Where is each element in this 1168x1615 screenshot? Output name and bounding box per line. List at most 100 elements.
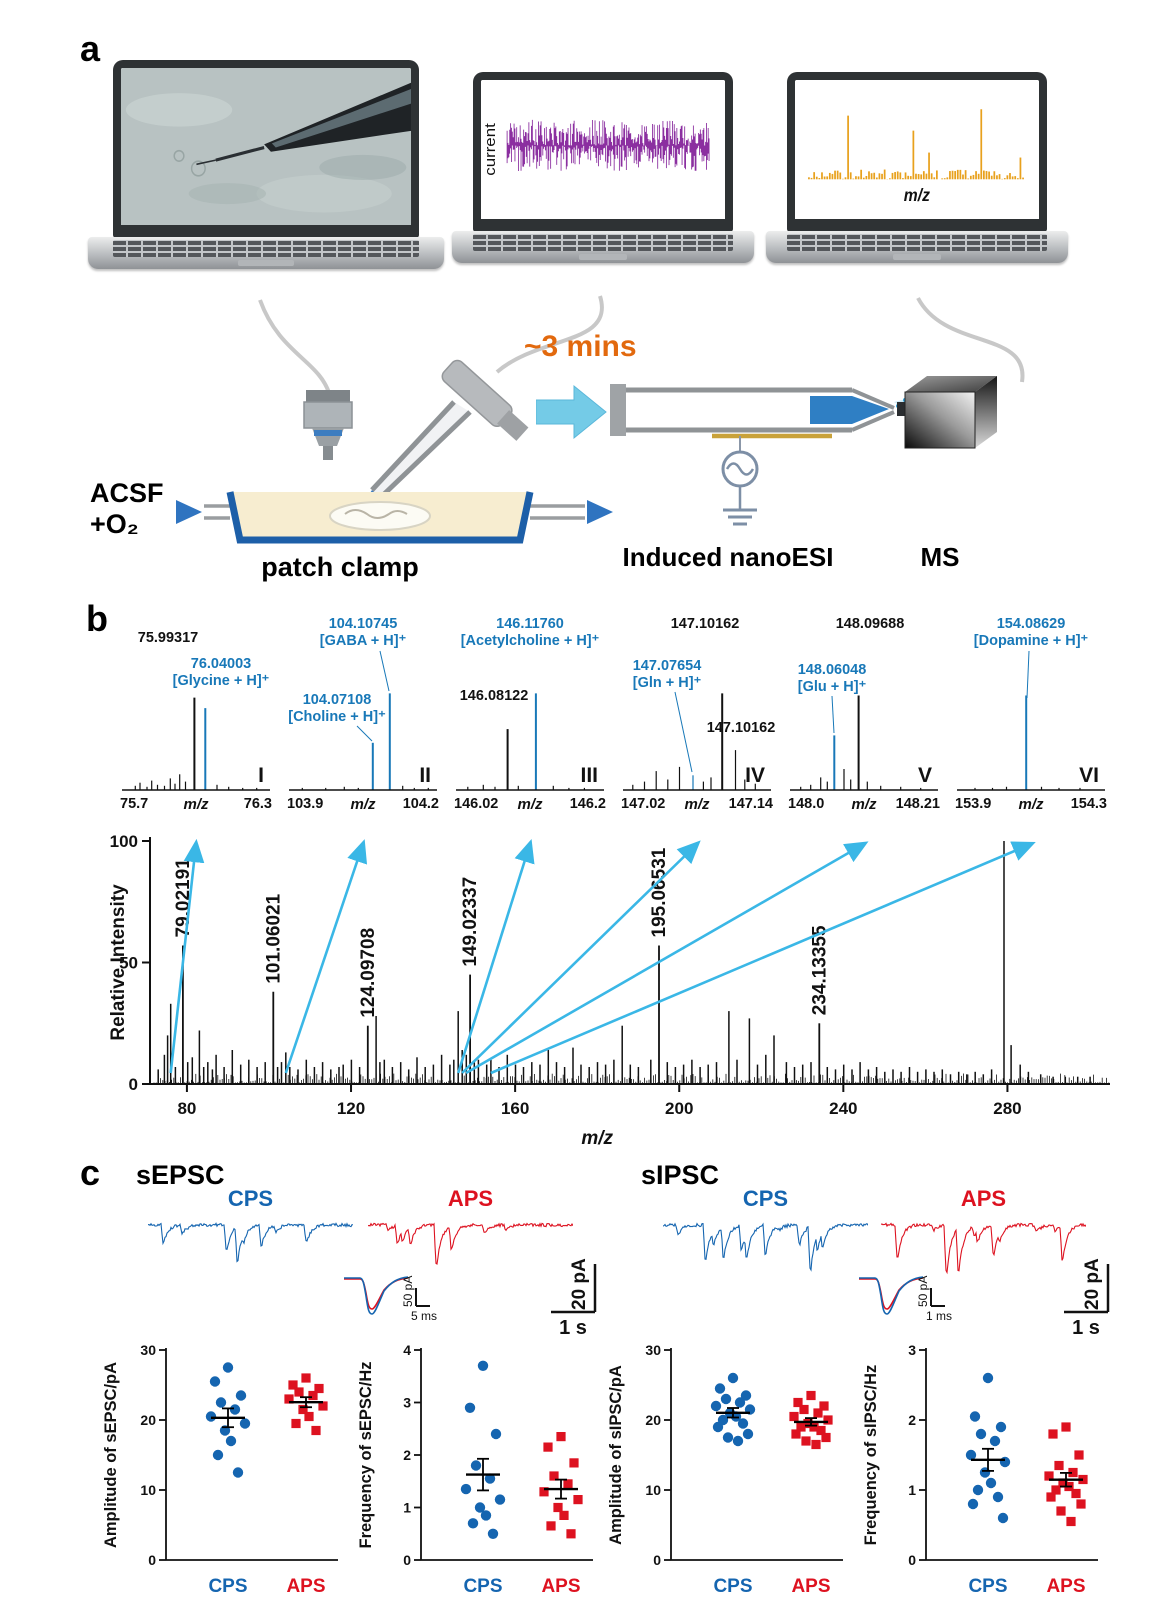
x-tick-label: 200 (665, 1099, 693, 1118)
data-point (222, 1362, 234, 1373)
data-point (1076, 1499, 1086, 1509)
capillary-liquid (810, 396, 889, 424)
acsf-line1: ACSF (90, 478, 164, 508)
outflow-arrow-icon (587, 500, 613, 524)
data-point (484, 1473, 496, 1484)
y-axis-label: Relative Intensity (108, 884, 129, 1041)
data-point (494, 1494, 506, 1505)
data-point (1044, 1471, 1054, 1481)
data-point (1061, 1422, 1071, 1432)
data-point (1068, 1467, 1078, 1478)
objective-lens (303, 390, 353, 460)
inset-spectrum-IV: 147.10162 147.07654[Gln + H]⁺ 147.10162 147… (621, 616, 775, 813)
laptop-keyboard (473, 234, 733, 251)
patch-clamp-label: patch clamp (261, 552, 419, 582)
y-tick-label: 50 (119, 954, 138, 973)
data-point (212, 1449, 224, 1461)
peak-label: 101.06021 (263, 893, 284, 983)
data-point (995, 1421, 1007, 1433)
data-point (969, 1411, 981, 1422)
scale-50pa-label: 50 pA (916, 1276, 930, 1307)
patch-clamp-art (176, 359, 613, 544)
ms-label: MS (920, 542, 960, 572)
x-tick-label: 148.21 (896, 796, 940, 812)
pointer-line (379, 650, 390, 692)
data-point (1066, 1516, 1076, 1527)
x-axis-label: m/z (183, 796, 209, 813)
average-event-cps (859, 1276, 924, 1315)
y-tick-label: 20 (140, 1412, 156, 1428)
group-label: APS (1046, 1576, 1085, 1597)
data-point (553, 1502, 563, 1513)
inset-arrow (490, 841, 1036, 1075)
data-point (563, 1479, 573, 1489)
data-point (732, 1435, 744, 1447)
scale-20pa-label: 20 pA (1082, 1258, 1103, 1310)
cables-art (258, 295, 1025, 397)
data-point (801, 1436, 811, 1446)
data-point (1074, 1450, 1084, 1460)
y-tick-label: 3 (908, 1342, 916, 1358)
peak-label: 147.07654 (633, 658, 702, 674)
scatter-sepsc-frequency: 0 1 2 3 4 Frequency of sEPSC/Hz CPS APS (357, 1342, 593, 1597)
data-point (821, 1432, 831, 1443)
data-point (734, 1397, 746, 1408)
data-point (301, 1373, 311, 1383)
y-tick-label: 100 (110, 832, 138, 851)
data-point (232, 1467, 244, 1478)
average-event-aps (344, 1277, 409, 1310)
x-tick-label: 147.02 (621, 796, 665, 812)
data-point (737, 1418, 749, 1429)
data-point (1058, 1478, 1068, 1488)
peak-label: 146.11760 (496, 616, 564, 632)
data-point (816, 1425, 826, 1436)
ms-inlet (897, 402, 905, 416)
brain-slice (329, 501, 431, 531)
data-point (559, 1510, 569, 1520)
data-point (480, 1510, 492, 1521)
peak-label: 76.04003 (191, 656, 251, 672)
data-point (806, 1390, 816, 1401)
y-tick-label: 10 (645, 1482, 661, 1498)
inset-numeral: V (918, 764, 932, 787)
cable-1 (258, 299, 332, 397)
inset-spectrum-I: 75.99317 76.04003[Glycine + H]⁺ 75.7 76.3 m/… (120, 630, 272, 813)
peak-label: 154.08629 (997, 616, 1066, 632)
data-point (1054, 1460, 1064, 1471)
average-event-cps (344, 1276, 409, 1315)
inset-arrow (456, 839, 535, 1074)
y-tick-label: 0 (148, 1552, 156, 1568)
panel-a-label: a (80, 28, 101, 69)
panel-c-label: c (80, 1152, 101, 1193)
sepsc-cps-trace (148, 1222, 353, 1263)
data-point (985, 1477, 997, 1489)
group-label: APS (541, 1576, 580, 1597)
y-axis-label: Amplitude of sEPSC/pA (102, 1362, 120, 1548)
data-point (308, 1390, 318, 1401)
x-axis-label: m/z (851, 796, 877, 813)
x-tick-label: 120 (337, 1099, 365, 1118)
inset-spectrum-II: 104.10745[GABA + H]⁺ 104.07108[Choline + … (287, 616, 439, 813)
current-trace (506, 119, 710, 172)
inset-numeral: VI (1079, 764, 1099, 787)
y-tick-label: 2 (908, 1412, 916, 1428)
y-tick-label: 30 (140, 1342, 156, 1358)
y-tick-label: 4 (403, 1342, 411, 1358)
sipsc-scale-bar: 1 s 20 pA (1064, 1258, 1110, 1339)
data-point (464, 1402, 476, 1413)
sepsc-scale-bar: 1 s 20 pA (551, 1258, 597, 1339)
laptop-base (766, 231, 1068, 263)
micrograph-texture (125, 93, 407, 213)
inset-numeral: IV (745, 764, 765, 787)
x-tick-label: 104.2 (403, 796, 439, 812)
patch-pipette (362, 400, 472, 505)
pipette-in-micrograph (196, 82, 412, 166)
data-point (727, 1372, 739, 1384)
data-point (1071, 1488, 1081, 1499)
recording-chamber (226, 491, 534, 544)
y-axis-label: Amplitude of sIPSC/pA (607, 1365, 625, 1545)
data-point (809, 1422, 819, 1432)
peak-label: 234.13355 (809, 925, 830, 1015)
laptop-ms: m/z (766, 72, 1068, 263)
